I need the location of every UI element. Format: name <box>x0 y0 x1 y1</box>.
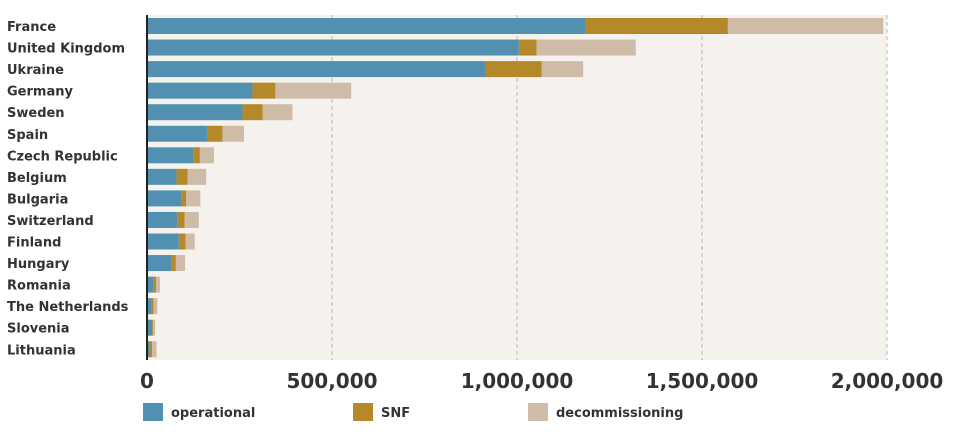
x-tick-label: 1,000,000 <box>461 369 574 393</box>
bar-segment-decommissioning <box>262 104 293 121</box>
bar-segment-snf <box>242 104 263 121</box>
legend-item: operational <box>143 403 255 421</box>
category-label: Belgium <box>7 171 67 186</box>
category-label: Slovenia <box>7 322 70 337</box>
bar-row <box>147 276 160 293</box>
category-label: Spain <box>7 128 48 143</box>
bar-segment-operational <box>147 255 172 272</box>
category-label: Czech Republic <box>7 149 118 164</box>
x-tick-labels: 0 500,000 1,000,000 1,500,000 2,000,000 <box>140 369 943 393</box>
x-tick-label: 0 <box>140 369 154 393</box>
bar-segment-decommissioning <box>184 211 199 228</box>
legend-swatch <box>143 403 163 421</box>
bar-segment-operational <box>147 104 243 121</box>
category-label: France <box>7 20 56 35</box>
bar-segment-snf <box>206 125 223 142</box>
bar-segment-snf <box>178 233 186 250</box>
bar-row <box>147 168 207 185</box>
bar-row <box>147 255 186 272</box>
bar-segment-snf <box>181 190 187 207</box>
bar-segment-operational <box>147 341 150 358</box>
category-label: Bulgaria <box>7 192 68 207</box>
bar-segment-decommissioning <box>175 255 186 272</box>
legend: operational SNF decommissioning <box>143 403 683 421</box>
bar-row <box>147 82 352 99</box>
category-label: Romania <box>7 279 71 294</box>
bar-segment-operational <box>147 190 182 207</box>
bar-segment-snf <box>252 82 276 99</box>
bar-segment-decommissioning <box>727 18 884 34</box>
bar-segment-decommissioning <box>156 276 160 293</box>
bar-segment-snf <box>585 18 728 34</box>
bar-row <box>147 18 884 34</box>
bar-row <box>147 147 214 164</box>
bar-segment-operational <box>147 211 178 228</box>
x-tick-label: 1,500,000 <box>646 369 759 393</box>
bar-segment-decommissioning <box>187 168 207 185</box>
bar-segment-decommissioning <box>185 233 195 250</box>
bar-segment-operational <box>147 18 586 34</box>
x-tick-label: 2,000,000 <box>831 369 944 393</box>
category-label: The Netherlands <box>7 300 129 315</box>
bar-segment-operational <box>147 82 253 99</box>
bars <box>147 18 884 358</box>
category-label: Sweden <box>7 106 65 121</box>
bar-row <box>147 233 195 250</box>
bar-row <box>147 298 158 315</box>
category-label: Switzerland <box>7 214 94 229</box>
bar-segment-decommissioning <box>536 39 636 56</box>
legend-swatch <box>353 403 373 421</box>
bar-row <box>147 341 157 358</box>
bar-segment-snf <box>518 39 537 56</box>
category-label: Germany <box>7 85 73 100</box>
bar-segment-snf <box>151 298 154 315</box>
bar-segment-snf <box>485 61 542 78</box>
category-label: Hungary <box>7 257 70 272</box>
bar-segment-operational <box>147 298 152 315</box>
bar-segment-decommissioning <box>199 147 214 164</box>
category-labels: France United Kingdom Ukraine Germany Sweden… <box>7 20 129 358</box>
bar-segment-snf <box>149 341 153 358</box>
category-label: Ukraine <box>7 63 64 78</box>
bar-segment-snf <box>171 255 176 272</box>
bar-row <box>147 39 636 56</box>
bar-segment-decommissioning <box>152 341 157 358</box>
bar-segment-operational <box>147 233 179 250</box>
bar-segment-decommissioning <box>186 190 201 207</box>
bar-segment-decommissioning <box>153 319 156 336</box>
bar-row <box>147 190 201 207</box>
bar-segment-snf <box>153 276 157 293</box>
bar-row <box>147 319 156 336</box>
bar-segment-operational <box>147 39 519 56</box>
bar-segment-decommissioning <box>275 82 352 99</box>
bar-segment-operational <box>147 147 194 164</box>
legend-item: decommissioning <box>528 403 683 421</box>
legend-label: operational <box>171 406 255 421</box>
bar-segment-operational <box>147 319 153 336</box>
category-label: United Kingdom <box>7 42 125 57</box>
bar-segment-decommissioning <box>541 61 584 78</box>
legend-item: SNF <box>353 403 410 421</box>
bar-segment-operational <box>147 276 154 293</box>
bar-row <box>147 104 293 121</box>
bar-row <box>147 61 584 78</box>
bar-segment-operational <box>147 168 177 185</box>
bar-row <box>147 211 199 228</box>
category-label: Finland <box>7 236 61 251</box>
bar-segment-operational <box>147 61 486 78</box>
legend-label: decommissioning <box>556 406 683 421</box>
bar-segment-decommissioning <box>153 298 158 315</box>
bar-segment-snf <box>152 319 154 336</box>
bar-segment-operational <box>147 125 207 142</box>
x-tick-label: 500,000 <box>286 369 377 393</box>
category-label: Lithuania <box>7 343 76 358</box>
bar-segment-snf <box>193 147 200 164</box>
bar-segment-snf <box>177 211 185 228</box>
legend-swatch <box>528 403 548 421</box>
bar-segment-decommissioning <box>222 125 244 142</box>
bar-segment-snf <box>176 168 188 185</box>
legend-label: SNF <box>381 406 410 421</box>
bar-row <box>147 125 244 142</box>
